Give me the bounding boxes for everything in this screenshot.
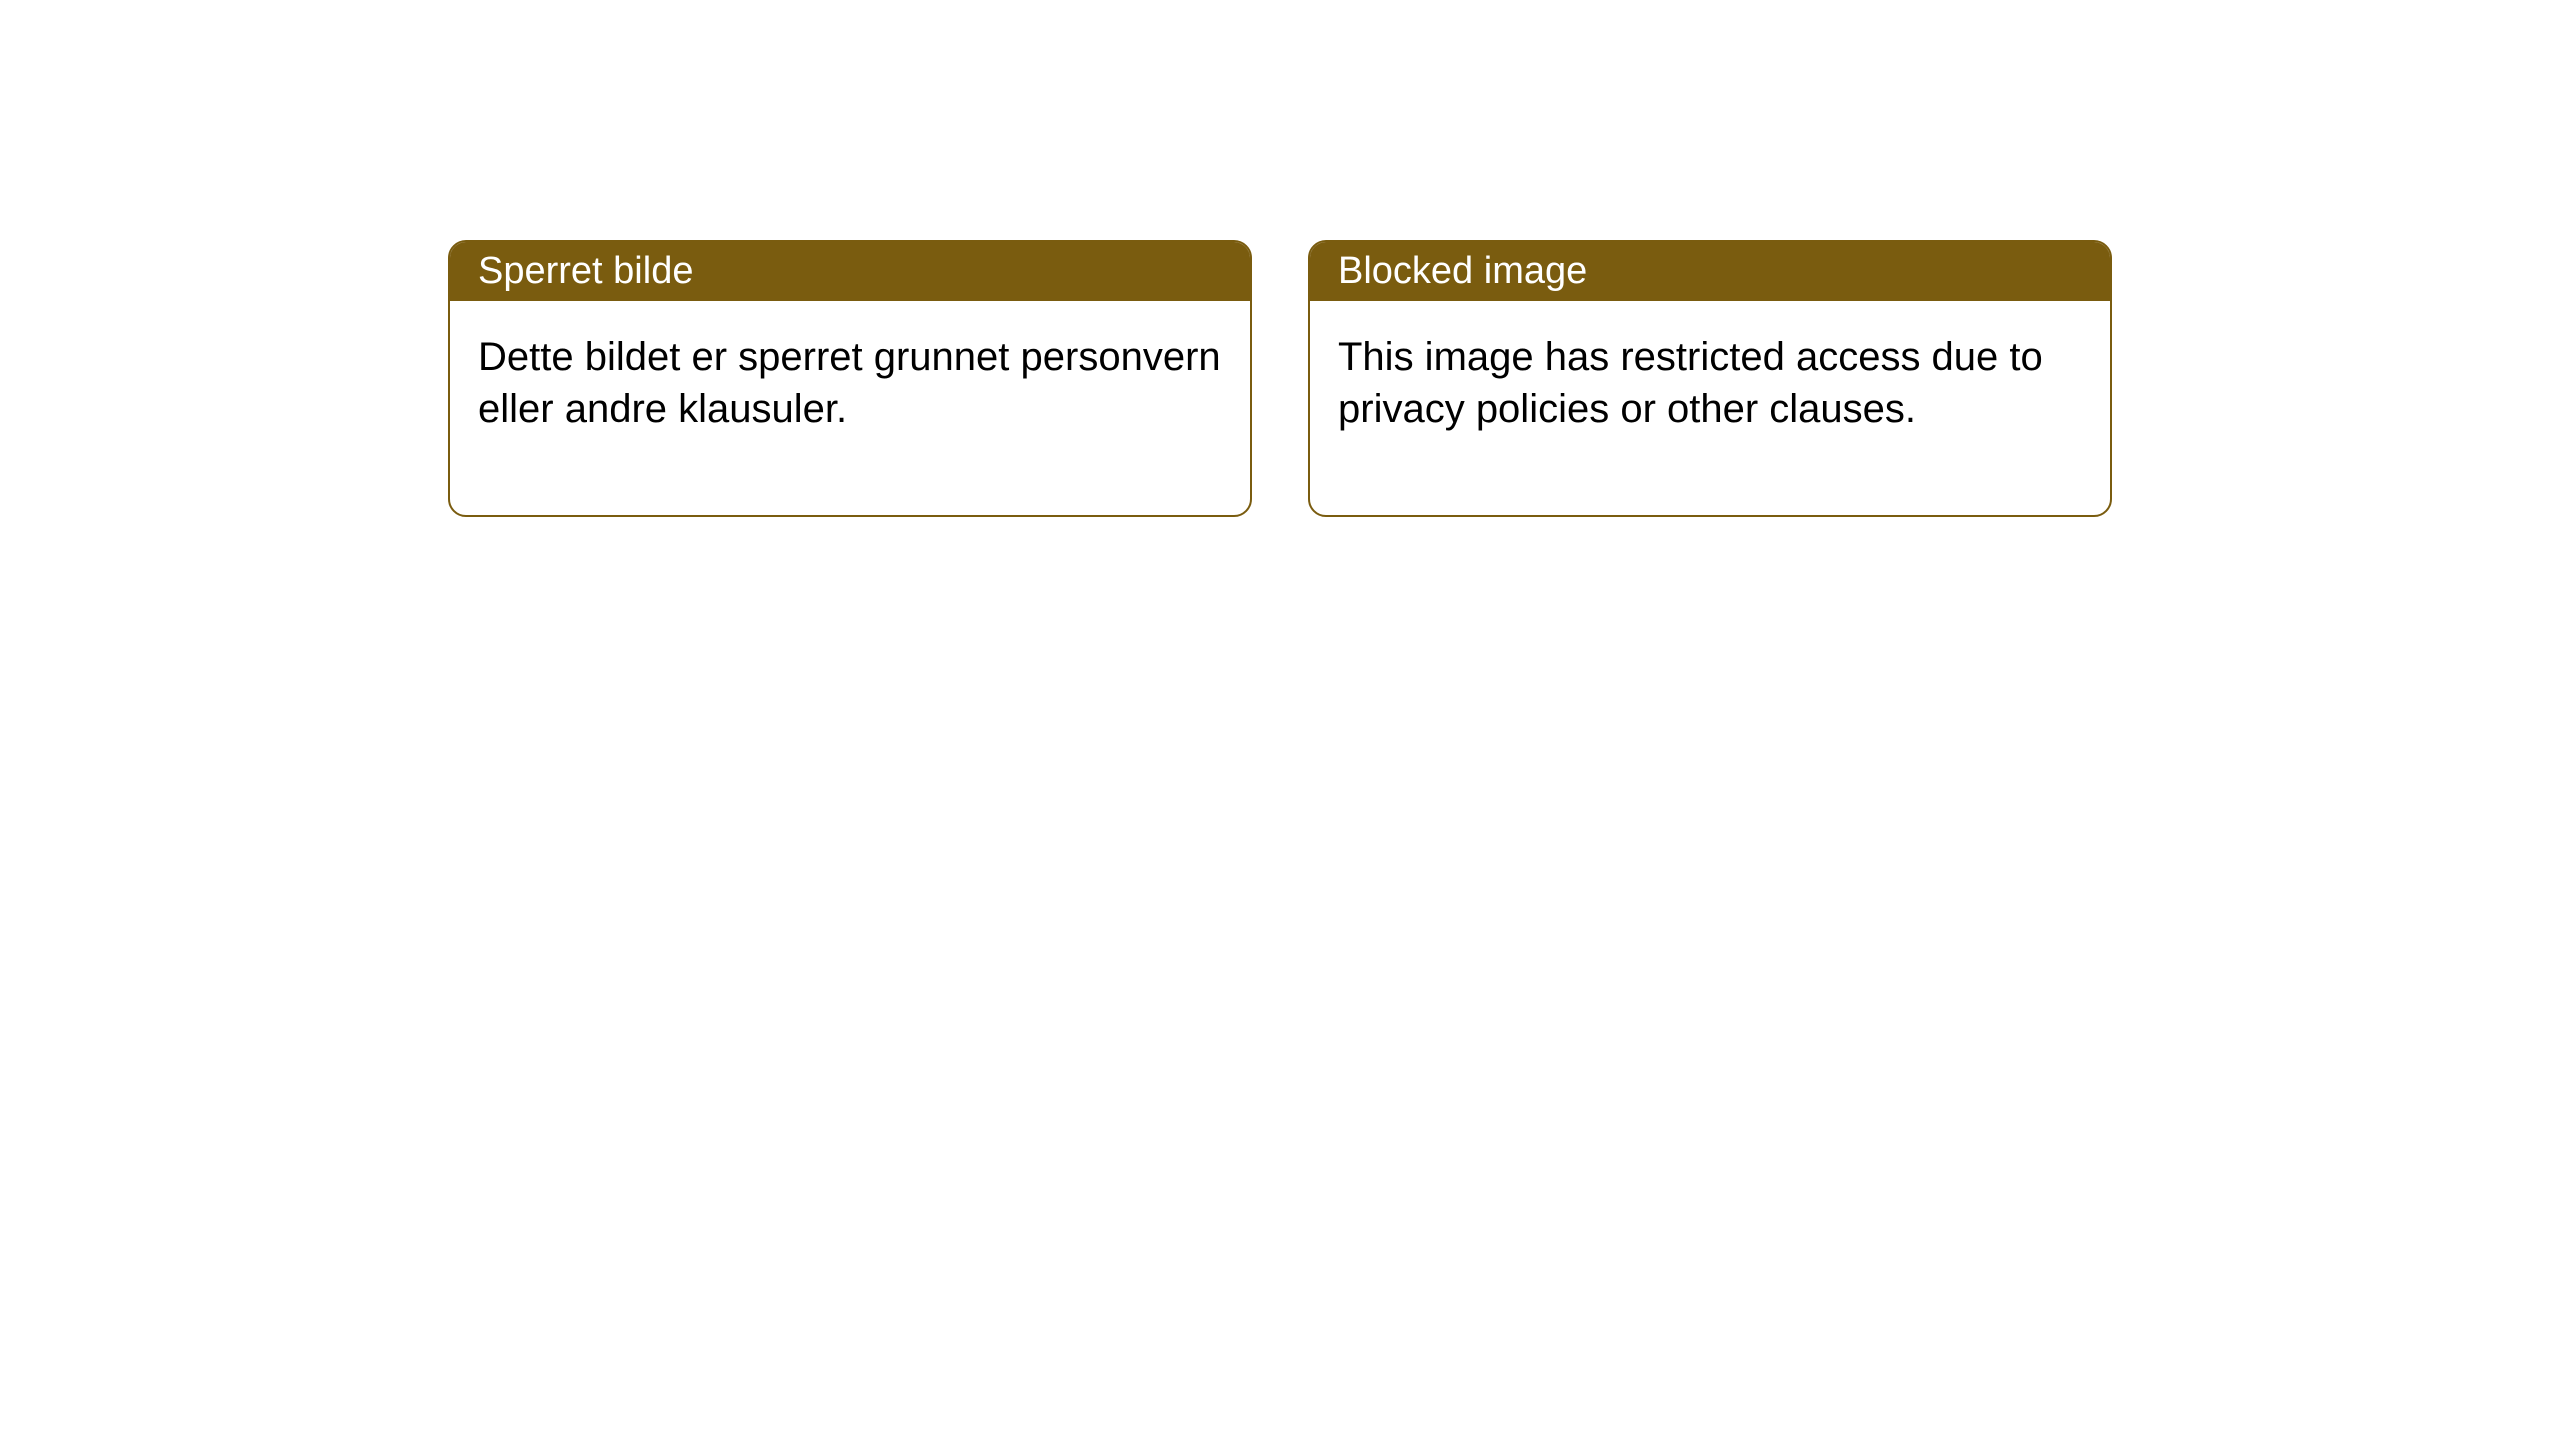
notice-container: Sperret bilde Dette bildet er sperret gr… [0,0,2560,517]
notice-body-text: Dette bildet er sperret grunnet personve… [478,335,1221,431]
notice-card-english: Blocked image This image has restricted … [1308,240,2112,517]
notice-body-text: This image has restricted access due to … [1338,335,2043,431]
notice-body: Dette bildet er sperret grunnet personve… [450,301,1250,515]
notice-body: This image has restricted access due to … [1310,301,2110,515]
notice-card-norwegian: Sperret bilde Dette bildet er sperret gr… [448,240,1252,517]
notice-header: Sperret bilde [450,242,1250,301]
notice-header: Blocked image [1310,242,2110,301]
notice-title: Sperret bilde [478,250,693,292]
notice-title: Blocked image [1338,250,1587,292]
